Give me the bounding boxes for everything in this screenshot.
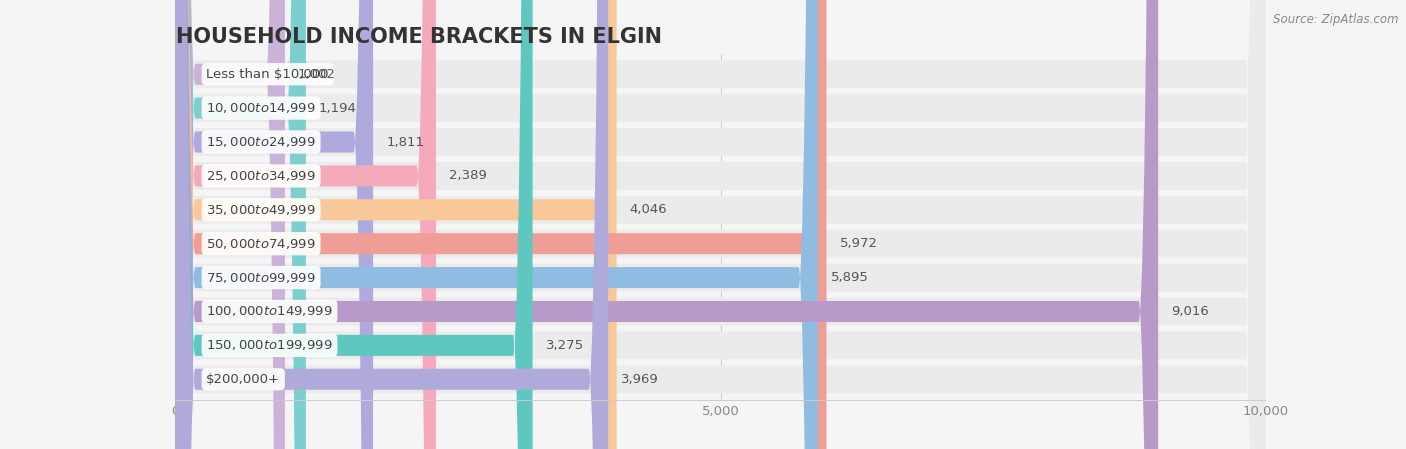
FancyBboxPatch shape [176, 0, 1265, 449]
Text: $50,000 to $74,999: $50,000 to $74,999 [207, 237, 316, 251]
FancyBboxPatch shape [176, 0, 1265, 449]
FancyBboxPatch shape [176, 0, 285, 449]
Text: 3,969: 3,969 [621, 373, 659, 386]
Text: 2,389: 2,389 [449, 169, 486, 182]
FancyBboxPatch shape [176, 0, 1159, 449]
Text: $35,000 to $49,999: $35,000 to $49,999 [207, 203, 316, 217]
FancyBboxPatch shape [176, 0, 609, 449]
FancyBboxPatch shape [176, 0, 533, 449]
Text: $150,000 to $199,999: $150,000 to $199,999 [207, 339, 333, 352]
Text: $75,000 to $99,999: $75,000 to $99,999 [207, 271, 316, 285]
FancyBboxPatch shape [176, 0, 1265, 449]
FancyBboxPatch shape [176, 0, 827, 449]
Text: HOUSEHOLD INCOME BRACKETS IN ELGIN: HOUSEHOLD INCOME BRACKETS IN ELGIN [176, 27, 662, 47]
FancyBboxPatch shape [176, 0, 818, 449]
FancyBboxPatch shape [176, 0, 1265, 449]
FancyBboxPatch shape [176, 0, 373, 449]
Text: $10,000 to $14,999: $10,000 to $14,999 [207, 101, 316, 115]
FancyBboxPatch shape [176, 0, 1265, 449]
FancyBboxPatch shape [176, 0, 436, 449]
Text: $25,000 to $34,999: $25,000 to $34,999 [207, 169, 316, 183]
Text: Less than $10,000: Less than $10,000 [207, 68, 329, 81]
FancyBboxPatch shape [176, 0, 617, 449]
FancyBboxPatch shape [176, 0, 1265, 449]
Text: Source: ZipAtlas.com: Source: ZipAtlas.com [1274, 13, 1399, 26]
Text: 1,811: 1,811 [387, 136, 425, 149]
Text: $200,000+: $200,000+ [207, 373, 280, 386]
Text: 9,016: 9,016 [1171, 305, 1209, 318]
FancyBboxPatch shape [176, 0, 1265, 449]
Text: 1,194: 1,194 [319, 101, 357, 114]
Text: 5,972: 5,972 [839, 237, 877, 250]
Text: 4,046: 4,046 [630, 203, 668, 216]
Text: 3,275: 3,275 [546, 339, 583, 352]
FancyBboxPatch shape [176, 0, 307, 449]
Text: 1,002: 1,002 [298, 68, 336, 81]
FancyBboxPatch shape [176, 0, 1265, 449]
FancyBboxPatch shape [176, 0, 1265, 449]
Text: $100,000 to $149,999: $100,000 to $149,999 [207, 304, 333, 318]
Text: $15,000 to $24,999: $15,000 to $24,999 [207, 135, 316, 149]
FancyBboxPatch shape [176, 0, 1265, 449]
Text: 5,895: 5,895 [831, 271, 869, 284]
